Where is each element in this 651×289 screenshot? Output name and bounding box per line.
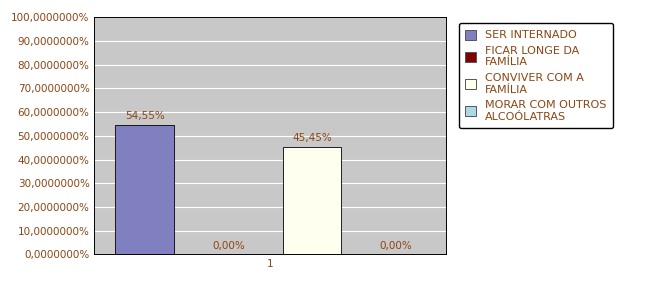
Bar xyxy=(283,147,341,254)
Legend: SER INTERNADO, FICAR LONGE DA
FAMÍLIA, CONVIVER COM A
FAMÍLIA, MORAR COM OUTROS
: SER INTERNADO, FICAR LONGE DA FAMÍLIA, C… xyxy=(458,23,613,129)
Text: 54,55%: 54,55% xyxy=(125,112,165,121)
Text: 0,00%: 0,00% xyxy=(212,241,245,251)
Bar xyxy=(115,125,174,254)
Text: 45,45%: 45,45% xyxy=(292,133,332,143)
Text: 0,00%: 0,00% xyxy=(380,241,412,251)
